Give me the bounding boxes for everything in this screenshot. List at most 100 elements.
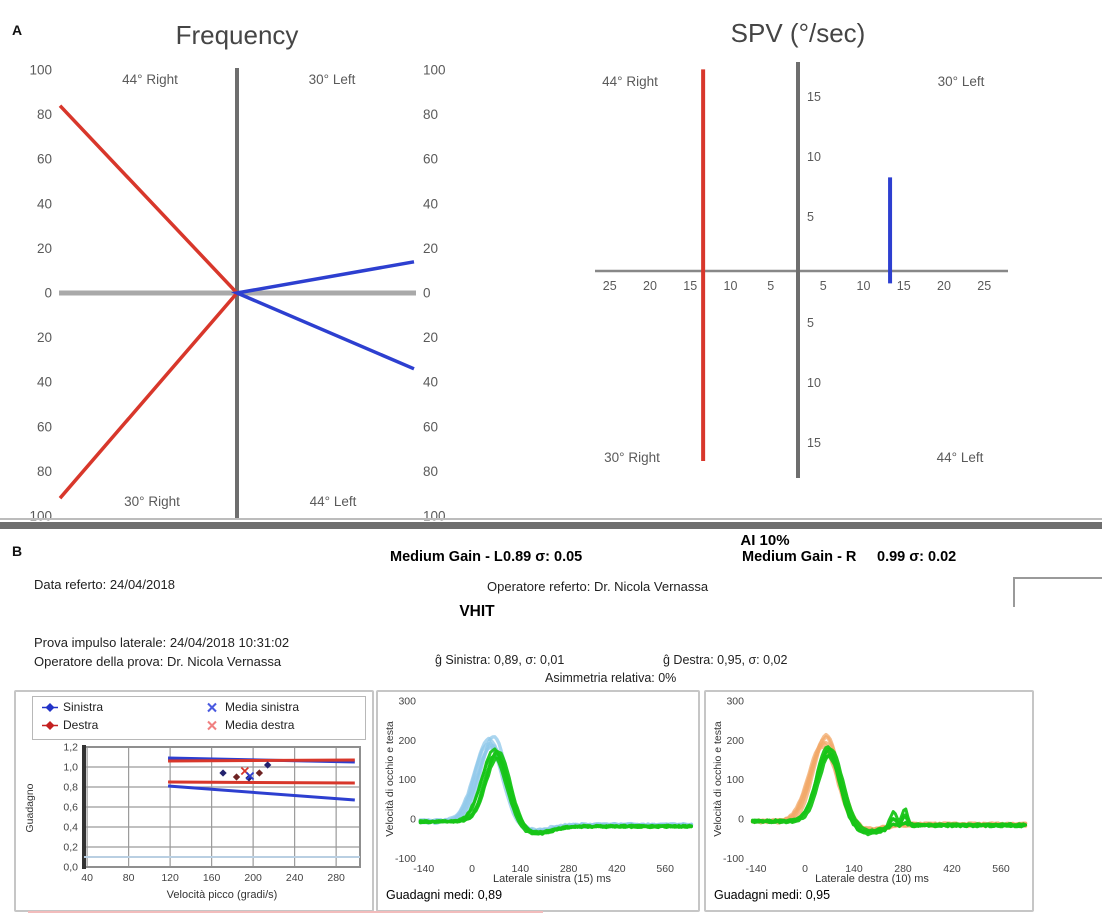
svg-text:200: 200 [244,872,262,884]
legend-item-media-sinistra: Media sinistra [203,700,299,714]
diamond-marker-icon [42,720,58,730]
svg-text:0: 0 [469,863,475,875]
svg-text:300: 300 [726,696,744,708]
svg-text:10: 10 [807,150,821,164]
svg-text:25: 25 [603,279,617,293]
section-a-label: A [12,22,23,38]
svg-text:20: 20 [643,279,657,293]
svg-text:80: 80 [123,872,135,884]
svg-text:-100: -100 [723,853,744,865]
diamond-marker-icon [42,702,58,712]
svg-text:1,2: 1,2 [63,742,78,754]
svg-text:300: 300 [398,696,416,708]
svg-text:60: 60 [37,419,52,434]
vhit-right-waveform-chart: -140 0 140 280 420 560 300 200 100 0 -100 [723,696,1028,875]
svg-text:280: 280 [327,872,345,884]
svg-text:560: 560 [992,863,1010,875]
svg-text:0: 0 [423,286,431,301]
x-marker-icon [207,702,217,712]
svg-text:80: 80 [423,107,438,122]
legend-item-sinistra: Sinistra [41,700,103,714]
spv-quadrant-44-right: 44° Right [602,74,658,89]
svg-text:40: 40 [423,196,438,211]
section-divider-light [0,518,1102,520]
quadrant-label-44-right: 44° Right [122,72,178,87]
svg-text:140: 140 [512,863,530,875]
legend-label: Media destra [225,718,295,732]
svg-text:0,4: 0,4 [63,822,78,834]
svg-text:10: 10 [857,279,871,293]
vhit-title: VHIT [459,603,495,620]
svg-text:20: 20 [37,330,52,345]
svg-text:-140: -140 [745,863,766,875]
section-b-label: B [12,543,23,559]
test-operator: Operatore della prova: Dr. Nicola Vernas… [34,654,282,669]
svg-text:100: 100 [726,774,744,786]
quadrant-label-30-left: 30° Left [308,72,356,87]
report-operator: Operatore referto: Dr. Nicola Vernassa [487,579,709,594]
legend-item-media-destra: Media destra [203,718,294,732]
right-yaxis-label: Velocità di occhio e testa [712,721,724,837]
bottom-edge-line [28,911,543,913]
gain-left-value: ĝ Sinistra: 0,89, σ: 0,01 [435,653,565,667]
svg-text:0,0: 0,0 [63,862,78,874]
impulse-test-datetime: Prova impulso laterale: 24/04/2018 10:31… [34,635,290,650]
svg-text:160: 160 [203,872,221,884]
svg-text:420: 420 [608,863,626,875]
report-date: Data referto: 24/04/2018 [34,577,175,592]
legend-label: Sinistra [63,700,104,714]
svg-text:200: 200 [726,735,744,747]
left-xaxis-label: Laterale sinistra (15) ms [493,873,611,885]
spv-quadrant-30-right: 30° Right [604,450,660,465]
svg-text:15: 15 [897,279,911,293]
spv-chart: 25 20 15 10 5 5 10 15 20 25 15 10 5 5 10 15 [595,62,1008,478]
frequency-chart-title: Frequency [175,20,299,50]
svg-text:280: 280 [894,863,912,875]
svg-text:1,0: 1,0 [63,762,78,774]
svg-text:560: 560 [656,863,674,875]
svg-text:60: 60 [423,152,438,167]
spv-quadrant-44-left: 44° Left [936,450,984,465]
svg-text:5: 5 [767,279,774,293]
svg-text:40: 40 [81,872,93,884]
svg-text:40: 40 [423,375,438,390]
svg-text:15: 15 [683,279,697,293]
section-divider [0,522,1102,529]
svg-text:20: 20 [423,241,438,256]
gain-vs-velocity-chart: 40 80 120 160 200 240 280 1,2 1,0 0,8 0,6 0,4 0,2 0,0 [63,742,361,884]
svg-text:80: 80 [37,464,52,479]
svg-text:40: 40 [37,375,52,390]
svg-text:100: 100 [423,63,446,78]
svg-text:80: 80 [423,464,438,479]
svg-text:0,2: 0,2 [63,842,78,854]
medium-gain-left-label: Medium Gain - L [390,549,503,565]
svg-text:100: 100 [398,774,416,786]
svg-text:-140: -140 [413,863,434,875]
svg-text:420: 420 [943,863,961,875]
gain-right-value: ĝ Destra: 0,95, σ: 0,02 [663,653,788,667]
svg-text:40: 40 [37,196,52,211]
gain-yaxis-label: Guadagno [24,783,36,833]
medium-gain-right-label: Medium Gain - R [742,549,857,565]
svg-text:0: 0 [802,863,808,875]
svg-text:0,6: 0,6 [63,802,78,814]
svg-text:20: 20 [37,241,52,256]
spv-chart-title: SPV (°/sec) [730,18,866,48]
svg-text:25: 25 [977,279,991,293]
medium-gain-right-value: 0.99 σ: 0.02 [877,549,957,565]
box-corner-fragment [1013,577,1102,607]
asymmetry-index-value: AI 10% [740,532,790,549]
svg-text:10: 10 [807,376,821,390]
svg-text:15: 15 [807,436,821,450]
legend-label: Media sinistra [225,700,300,714]
vhit-left-waveform-chart: -140 0 140 280 420 560 300 200 100 0 -100 [395,696,694,875]
medium-gain-left-value: 0.89 σ: 0.05 [503,549,583,565]
quadrant-label-30-right: 30° Right [124,494,180,509]
svg-text:60: 60 [37,152,52,167]
gain-xaxis-label: Velocità picco (gradi/s) [166,889,278,901]
legend-item-destra: Destra [41,718,98,732]
legend: Sinistra Destra Media sinistra Media destra [32,696,366,740]
svg-text:80: 80 [37,107,52,122]
svg-text:60: 60 [423,419,438,434]
gain-scatter-panel: Sinistra Destra Media sinistra Media destra… [14,690,374,912]
